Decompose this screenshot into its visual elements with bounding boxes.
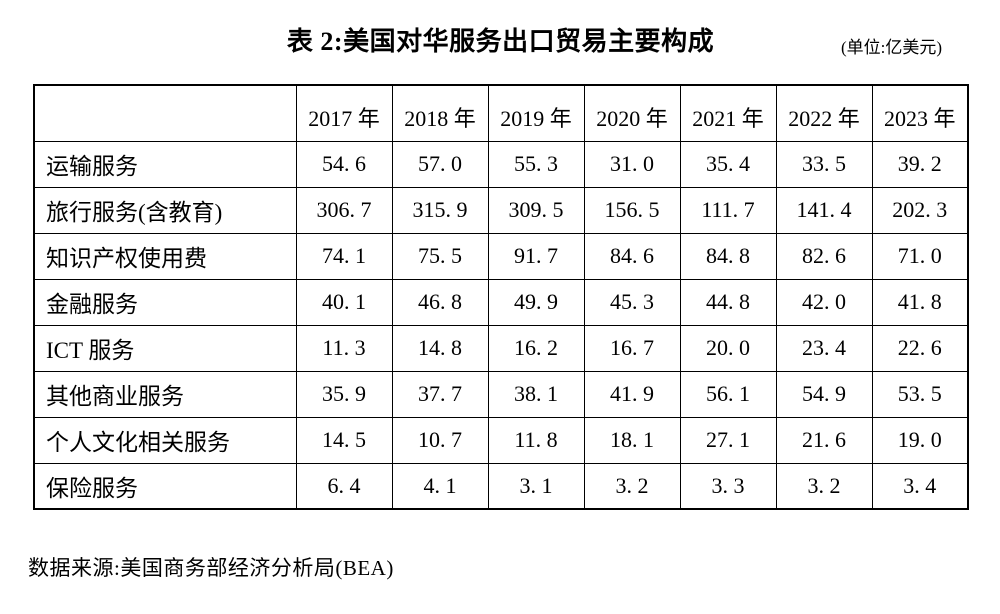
- value-cell: 49. 9: [487, 278, 585, 326]
- value-cell: 33. 5: [775, 140, 873, 188]
- value-cell: 91. 7: [487, 232, 585, 280]
- value-cell: 309. 5: [487, 186, 585, 234]
- value-cell: 55. 3: [487, 140, 585, 188]
- year-header: 2020 年: [583, 84, 681, 142]
- table-row-finance: 金融服务 40. 1 46. 8 49. 9 45. 3 44. 8 42. 0…: [33, 278, 969, 326]
- value-cell: 41. 8: [871, 278, 969, 326]
- year-header: 2019 年: [487, 84, 585, 142]
- value-cell: 37. 7: [391, 370, 489, 418]
- corner-cell: [33, 84, 297, 142]
- value-cell: 20. 0: [679, 324, 777, 372]
- table-row-insurance: 保险服务 6. 4 4. 1 3. 1 3. 2 3. 3 3. 2 3. 4: [33, 462, 969, 510]
- value-cell: 10. 7: [391, 416, 489, 464]
- row-label: ICT 服务: [33, 324, 297, 372]
- value-cell: 44. 8: [679, 278, 777, 326]
- value-cell: 38. 1: [487, 370, 585, 418]
- value-cell: 3. 4: [871, 462, 969, 510]
- year-header: 2022 年: [775, 84, 873, 142]
- value-cell: 40. 1: [295, 278, 393, 326]
- row-label: 运输服务: [33, 140, 297, 188]
- value-cell: 202. 3: [871, 186, 969, 234]
- year-header: 2017 年: [295, 84, 393, 142]
- value-cell: 57. 0: [391, 140, 489, 188]
- value-cell: 35. 4: [679, 140, 777, 188]
- value-cell: 111. 7: [679, 186, 777, 234]
- value-cell: 141. 4: [775, 186, 873, 234]
- row-label: 其他商业服务: [33, 370, 297, 418]
- value-cell: 84. 6: [583, 232, 681, 280]
- row-label: 知识产权使用费: [33, 232, 297, 280]
- unit-note: (单位:亿美元): [840, 38, 942, 57]
- value-cell: 156. 5: [583, 186, 681, 234]
- value-cell: 35. 9: [295, 370, 393, 418]
- value-cell: 71. 0: [871, 232, 969, 280]
- value-cell: 39. 2: [871, 140, 969, 188]
- value-cell: 31. 0: [583, 140, 681, 188]
- services-export-table: 2017 年 2018 年 2019 年 2020 年 2021 年 2022 …: [33, 84, 969, 510]
- row-label: 个人文化相关服务: [33, 416, 297, 464]
- year-header: 2021 年: [679, 84, 777, 142]
- document-page: 表 2:美国对华服务出口贸易主要构成 (单位:亿美元) 2017 年 2018 …: [0, 20, 1000, 614]
- value-cell: 41. 9: [583, 370, 681, 418]
- value-cell: 56. 1: [679, 370, 777, 418]
- row-label: 金融服务: [33, 278, 297, 326]
- value-cell: 3. 1: [487, 462, 585, 510]
- row-label: 旅行服务(含教育): [33, 186, 297, 234]
- table-header-row: 2017 年 2018 年 2019 年 2020 年 2021 年 2022 …: [33, 84, 969, 142]
- value-cell: 46. 8: [391, 278, 489, 326]
- value-cell: 19. 0: [871, 416, 969, 464]
- value-cell: 3. 2: [775, 462, 873, 510]
- table-row-other-business: 其他商业服务 35. 9 37. 7 38. 1 41. 9 56. 1 54.…: [33, 370, 969, 418]
- year-header: 2018 年: [391, 84, 489, 142]
- value-cell: 11. 8: [487, 416, 585, 464]
- value-cell: 23. 4: [775, 324, 873, 372]
- value-cell: 54. 6: [295, 140, 393, 188]
- value-cell: 315. 9: [391, 186, 489, 234]
- table-row-ip-fees: 知识产权使用费 74. 1 75. 5 91. 7 84. 6 84. 8 82…: [33, 232, 969, 280]
- year-header: 2023 年: [871, 84, 969, 142]
- value-cell: 16. 7: [583, 324, 681, 372]
- value-cell: 22. 6: [871, 324, 969, 372]
- value-cell: 4. 1: [391, 462, 489, 510]
- value-cell: 14. 5: [295, 416, 393, 464]
- value-cell: 54. 9: [775, 370, 873, 418]
- table-title: 表 2:美国对华服务出口贸易主要构成: [286, 27, 715, 56]
- value-cell: 84. 8: [679, 232, 777, 280]
- value-cell: 21. 6: [775, 416, 873, 464]
- value-cell: 27. 1: [679, 416, 777, 464]
- value-cell: 11. 3: [295, 324, 393, 372]
- value-cell: 306. 7: [295, 186, 393, 234]
- value-cell: 74. 1: [295, 232, 393, 280]
- value-cell: 18. 1: [583, 416, 681, 464]
- table-row-personal-cultural: 个人文化相关服务 14. 5 10. 7 11. 8 18. 1 27. 1 2…: [33, 416, 969, 464]
- value-cell: 6. 4: [295, 462, 393, 510]
- value-cell: 14. 8: [391, 324, 489, 372]
- value-cell: 3. 2: [583, 462, 681, 510]
- row-label: 保险服务: [33, 462, 297, 510]
- value-cell: 82. 6: [775, 232, 873, 280]
- value-cell: 75. 5: [391, 232, 489, 280]
- value-cell: 45. 3: [583, 278, 681, 326]
- value-cell: 16. 2: [487, 324, 585, 372]
- table-row-travel: 旅行服务(含教育) 306. 7 315. 9 309. 5 156. 5 11…: [33, 186, 969, 234]
- data-source-note: 数据来源:美国商务部经济分析局(BEA): [28, 556, 394, 580]
- table-row-transport: 运输服务 54. 6 57. 0 55. 3 31. 0 35. 4 33. 5…: [33, 140, 969, 188]
- table-caption-row: 表 2:美国对华服务出口贸易主要构成 (单位:亿美元): [33, 20, 968, 66]
- value-cell: 3. 3: [679, 462, 777, 510]
- value-cell: 53. 5: [871, 370, 969, 418]
- table-row-ict: ICT 服务 11. 3 14. 8 16. 2 16. 7 20. 0 23.…: [33, 324, 969, 372]
- value-cell: 42. 0: [775, 278, 873, 326]
